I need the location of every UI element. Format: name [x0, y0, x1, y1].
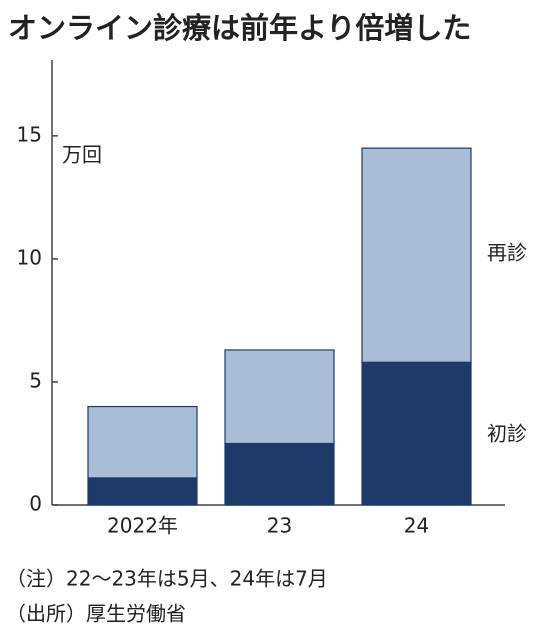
- x-tick-label: 24: [404, 514, 429, 538]
- x-tick-label: 2022年: [107, 514, 178, 538]
- y-tick-label: 5: [29, 368, 42, 392]
- source: （出所）厚生労働省: [6, 602, 186, 626]
- series-label: 初診: [487, 422, 527, 446]
- chart-title: オンライン診療は前年より倍増した: [8, 11, 471, 45]
- unit-label: 万回: [62, 143, 102, 167]
- y-tick-label: 10: [17, 245, 42, 269]
- series-label: 再診: [487, 241, 527, 265]
- y-tick-label: 0: [29, 492, 42, 516]
- bar-segment: [224, 349, 335, 445]
- y-tick-label: 15: [17, 122, 42, 146]
- bar-segment: [361, 361, 472, 506]
- note: （注）22～23年は5月、24年は7月: [6, 567, 328, 591]
- bar-segment: [87, 405, 198, 479]
- bar-segment: [361, 147, 472, 363]
- bar-segment: [224, 442, 335, 506]
- bar-segment: [87, 477, 198, 506]
- x-tick-label: 23: [267, 514, 292, 538]
